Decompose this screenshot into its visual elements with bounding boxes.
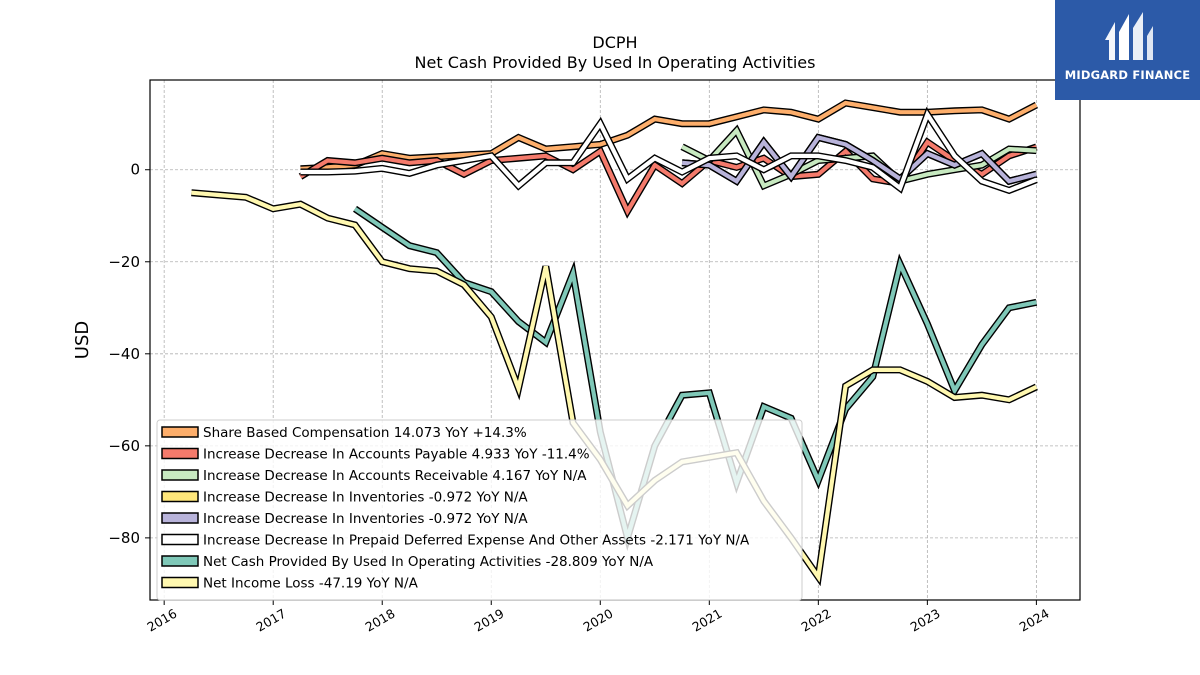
- midgard-logo-icon: [1105, 12, 1153, 60]
- legend-swatch: [161, 555, 199, 567]
- legend-label: Share Based Compensation 14.073 YoY +14.…: [203, 425, 527, 441]
- y-tick-label: −60: [108, 437, 140, 455]
- legend-label: Increase Decrease In Accounts Payable 4.…: [203, 447, 590, 463]
- legend-label: Net Cash Provided By Used In Operating A…: [203, 554, 654, 570]
- legend-label: Increase Decrease In Inventories -0.972 …: [203, 511, 528, 527]
- series-line-fill: [681, 126, 1037, 189]
- legend-swatch: [161, 426, 199, 438]
- x-tick-label: 2018: [362, 606, 397, 635]
- series-line: [681, 133, 1038, 186]
- legend-label: Increase Decrease In Accounts Receivable…: [203, 468, 587, 484]
- x-tick-label: 2019: [471, 606, 506, 635]
- legend-swatch: [161, 576, 199, 589]
- x-tick-label: 2022: [799, 606, 834, 635]
- x-tick-label: 2016: [144, 606, 179, 635]
- x-tick-label: 2024: [1017, 606, 1052, 635]
- x-tick-label: 2020: [581, 606, 616, 635]
- series-line: [300, 99, 1039, 173]
- legend-label: Increase Decrease In Prepaid Deferred Ex…: [203, 533, 750, 549]
- x-tick-label: 2017: [253, 606, 288, 635]
- series-line-fill: [353, 207, 1037, 546]
- x-tick-label: 2023: [908, 606, 943, 635]
- legend-swatch: [161, 447, 199, 460]
- legend-swatch: [161, 469, 199, 481]
- y-tick-label: −20: [108, 253, 140, 271]
- series-line: [300, 106, 1038, 195]
- series-line-fill: [681, 135, 1037, 184]
- chart-subtitle: Net Cash Provided By Used In Operating A…: [415, 53, 816, 72]
- legend-swatch: [161, 533, 199, 546]
- legend-swatch: [161, 512, 199, 524]
- y-tick-label: −80: [108, 529, 140, 547]
- legend-box: [156, 419, 803, 601]
- series-line-fill: [300, 109, 1038, 193]
- legend-label: Net Income Loss -47.19 YoY N/A: [203, 576, 419, 592]
- y-axis-label: USD: [72, 321, 93, 359]
- series-line: [353, 205, 1038, 552]
- logo-text: MIDGARD FINANCE: [1064, 68, 1191, 82]
- legend: Share Based Compensation 14.073 YoY +14.…: [156, 419, 803, 601]
- plot-lines: [191, 99, 1039, 587]
- y-tick-label: −40: [108, 345, 140, 363]
- chart-title: DCPH: [592, 33, 637, 52]
- series-line-fill: [300, 100, 1038, 171]
- midgard-finance-logo: MIDGARD FINANCE: [1055, 0, 1200, 100]
- y-tick-label: 0: [130, 161, 140, 179]
- x-tick-label: 2021: [690, 606, 725, 635]
- series-line: [680, 124, 1037, 191]
- legend-swatch: [161, 490, 199, 503]
- legend-label: Increase Decrease In Inventories -0.972 …: [203, 490, 528, 506]
